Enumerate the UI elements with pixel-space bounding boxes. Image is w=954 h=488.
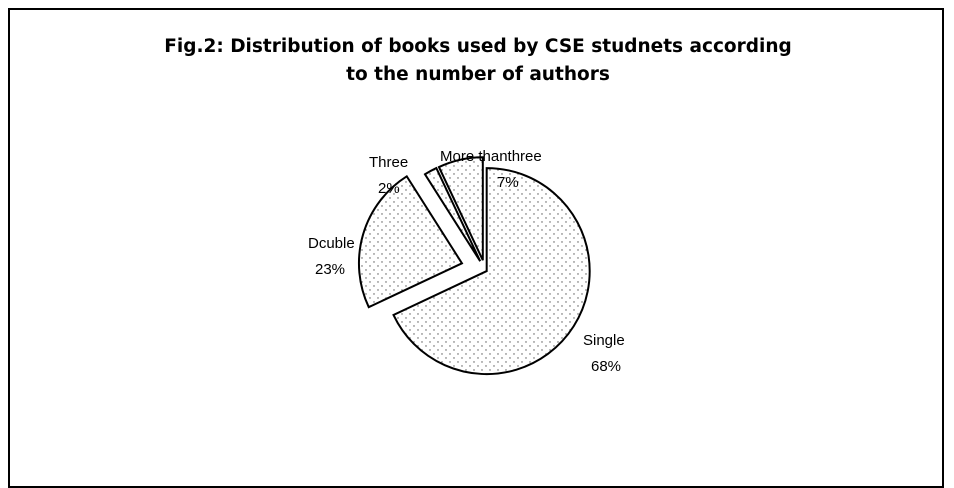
slice-value-double: 23% — [315, 261, 345, 278]
pie-chart: Fig.2: Distribution of books used by CSE… — [164, 36, 792, 376]
chart-title-line-2: to the number of authors — [346, 64, 610, 85]
slice-value-single: 68% — [591, 358, 621, 375]
pie-slice-double — [358, 174, 464, 309]
pie-slice-more-than-three — [437, 156, 484, 261]
pie-slice-single — [392, 167, 591, 376]
pie-slices — [358, 156, 591, 376]
slice-label-more-than-three: More thanthree — [440, 148, 542, 165]
chart-title-line-1: Fig.2: Distribution of books used by CSE… — [164, 36, 792, 57]
slice-label-single: Single — [583, 332, 625, 349]
slice-value-three: 2% — [378, 180, 400, 197]
slice-label-three: Three — [369, 154, 408, 171]
slice-value-more-than-three: 7% — [497, 174, 519, 191]
slice-label-double: Dcuble — [308, 235, 355, 252]
pie-slice-three — [423, 166, 482, 262]
